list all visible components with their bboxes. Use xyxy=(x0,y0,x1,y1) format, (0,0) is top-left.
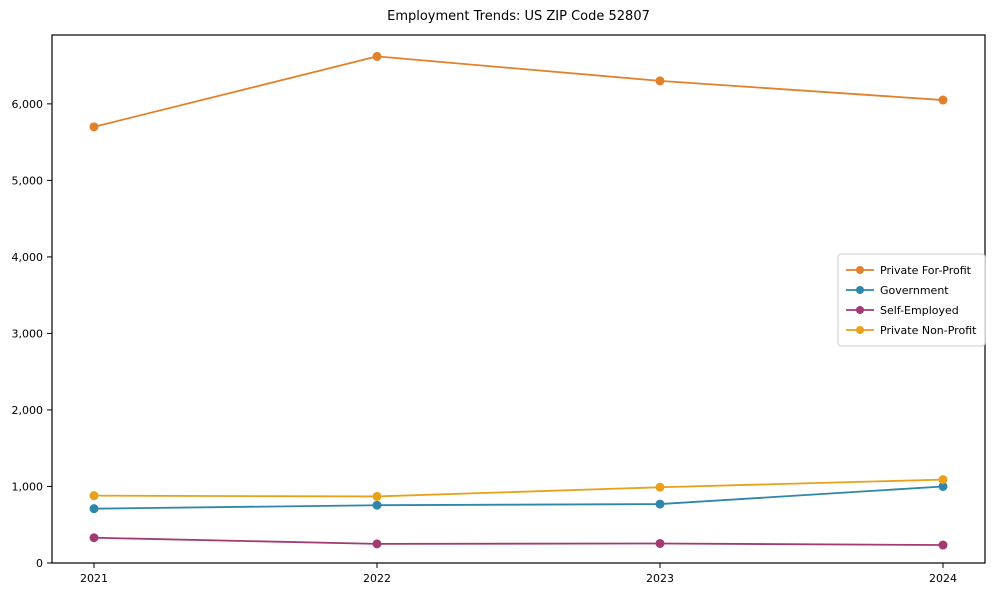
legend-marker-sample xyxy=(856,266,864,274)
legend-marker-sample xyxy=(856,326,864,334)
legend-label: Private Non-Profit xyxy=(880,324,977,337)
y-tick-label: 6,000 xyxy=(12,98,44,111)
series-marker-self-employed xyxy=(89,533,99,543)
series-marker-private-for-profit xyxy=(938,95,948,105)
x-tick-label: 2023 xyxy=(646,572,674,585)
legend-label: Self-Employed xyxy=(880,304,959,317)
series-marker-private-non-profit xyxy=(372,491,382,501)
legend-marker-sample xyxy=(856,286,864,294)
series-line-private-non-profit xyxy=(93,478,944,498)
y-tick-label: 4,000 xyxy=(12,251,44,264)
y-tick-label: 2,000 xyxy=(12,404,44,417)
y-tick-label: 1,000 xyxy=(12,480,44,493)
series-marker-private-non-profit xyxy=(89,491,99,501)
series-marker-government xyxy=(655,499,665,509)
x-tick-label: 2024 xyxy=(929,572,957,585)
series-marker-private-non-profit xyxy=(655,482,665,492)
chart-title: Employment Trends: US ZIP Code 52807 xyxy=(387,9,650,24)
series-marker-self-employed xyxy=(372,539,382,549)
y-tick-label: 5,000 xyxy=(12,174,44,187)
x-tick-label: 2021 xyxy=(80,572,108,585)
series-marker-government xyxy=(938,481,948,491)
series-marker-private-for-profit xyxy=(655,76,665,86)
legend-box xyxy=(837,253,986,347)
series-line-government xyxy=(93,485,944,510)
series-marker-self-employed xyxy=(655,538,665,548)
series-line-private-for-profit xyxy=(93,55,944,128)
x-tick-label: 2022 xyxy=(363,572,391,585)
series-marker-private-for-profit xyxy=(372,51,382,61)
series-marker-government xyxy=(89,504,99,514)
legend-label: Government xyxy=(880,284,949,297)
series-marker-government xyxy=(372,500,382,510)
series-line-self-employed xyxy=(93,536,944,546)
series-marker-self-employed xyxy=(938,540,948,550)
series-marker-private-for-profit xyxy=(89,122,99,132)
y-tick-label: 0 xyxy=(36,557,43,570)
series-marker-private-non-profit xyxy=(938,475,948,485)
y-tick-label: 3,000 xyxy=(12,327,44,340)
legend-marker-sample xyxy=(856,306,864,314)
legend-label: Private For-Profit xyxy=(880,264,972,277)
